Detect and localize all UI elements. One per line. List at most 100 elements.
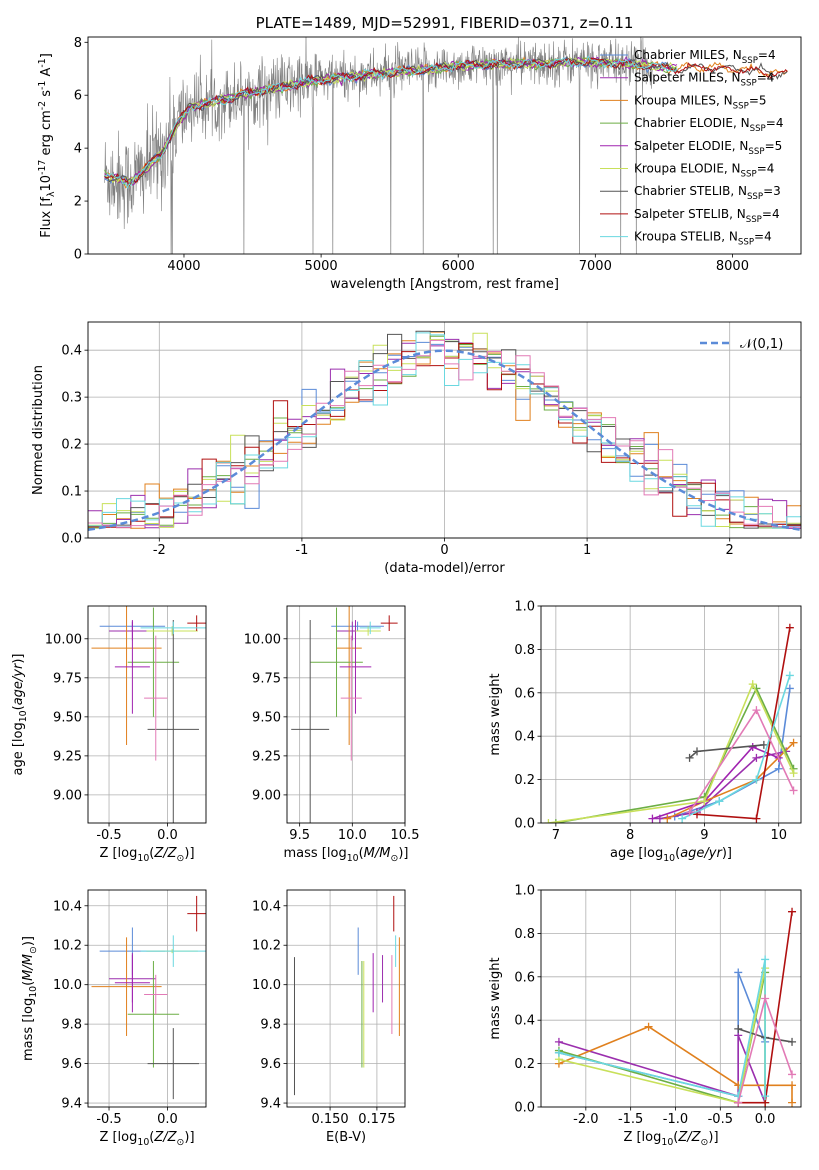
y-tick-label: 10.0 [53, 978, 82, 993]
y-tick-label: 1.0 [514, 884, 535, 899]
series-marker [789, 769, 798, 778]
errorbar-point [380, 615, 398, 631]
plot-area [293, 895, 400, 1096]
line-series-3 [554, 1022, 797, 1107]
y-tick-label: 0 [74, 248, 82, 263]
series-marker [788, 1081, 797, 1090]
series-marker [734, 1024, 743, 1033]
series-marker [678, 814, 687, 823]
plot-area [291, 606, 398, 823]
x-tick-label: 8000 [716, 259, 749, 274]
x-tick-label: -0.5 [96, 828, 121, 843]
series-marker [644, 1022, 653, 1031]
series-marker [715, 797, 724, 806]
y-axis-label: mass [log10​(M/M⊙​)] [21, 936, 39, 1061]
line-series-9 [678, 671, 794, 823]
x-tick-label: 10 [770, 828, 787, 843]
axes-frame [87, 36, 802, 255]
chart-age-vs-mass: 9.5 10.0 10.5 9.00 9.25 9.50 9.75 10.00 mass [lo… [244, 605, 420, 864]
series-marker [752, 775, 761, 784]
x-axis-label: Z [log10​(Z/Z⊙​)] [99, 846, 194, 864]
y-tick-label: 0.6 [514, 970, 535, 985]
y-tick-label: 9.25 [53, 749, 82, 764]
series-marker [748, 680, 757, 689]
errorbar-point [144, 974, 168, 1015]
errorbar-point [127, 607, 180, 717]
y-tick-label: 9.6 [61, 1057, 82, 1072]
series-marker [734, 1098, 743, 1107]
axes-frame [540, 605, 802, 824]
errorbar-point [340, 635, 362, 761]
y-tick-label: 0.0 [61, 532, 82, 547]
y-tick-label: 0.8 [514, 643, 535, 658]
x-tick-label: 0.0 [755, 1112, 776, 1127]
x-tick-label: 4000 [167, 259, 200, 274]
y-tick-label: 0.1 [61, 485, 82, 500]
y-tick-label: 0.2 [61, 438, 82, 453]
series-marker [693, 747, 701, 756]
axes-frame [286, 605, 406, 824]
series-line [666, 742, 795, 820]
x-tick-label: 9.5 [289, 828, 310, 843]
y-tick-label: 0.2 [514, 1057, 535, 1072]
errorbar-point [91, 937, 162, 1036]
axes-frame [540, 889, 802, 1108]
legend-label: Kroupa STELIB, NSSP​=4 [634, 230, 772, 248]
y-tick-label: 2 [74, 195, 82, 210]
x-axis-label: Z [log10​(Z/Z⊙​)] [99, 1130, 194, 1148]
y-tick-label: 1.0 [514, 600, 535, 615]
legend-label: Salpeter MILES, NSSP​=4 [634, 71, 774, 89]
y-tick-label: 9.75 [53, 671, 82, 686]
series-marker [788, 1037, 797, 1046]
series-line [558, 959, 766, 1098]
line-series-7 [685, 740, 768, 762]
y-tick-label: 10.4 [252, 899, 281, 914]
plot-area [104, 37, 788, 254]
y-tick-label: 10.2 [53, 939, 82, 954]
x-tick-label: 1 [583, 543, 591, 558]
series-marker [761, 994, 770, 1003]
y-tick-label: 0.4 [514, 1014, 535, 1029]
legend-label: 𝒩(0,1) [740, 337, 783, 352]
x-tick-label: 10.5 [391, 828, 420, 843]
errorbar-point [114, 620, 150, 714]
y-tick-label: 10.00 [244, 632, 281, 647]
series-marker [752, 706, 761, 715]
series-marker [752, 753, 761, 762]
series-marker [700, 797, 709, 806]
errorbar-point [331, 621, 384, 631]
legend: Chabrier MILES, NSSP​=4 Salpeter MILES, N… [600, 48, 783, 248]
plot-area [91, 606, 206, 823]
line-series-9 [734, 994, 797, 1107]
chart-spectrum: 4000 5000 6000 7000 8000 0 2 4 6 8 wavelength [Ang… [37, 36, 802, 292]
y-tick-label: 10.2 [252, 939, 281, 954]
series-marker [554, 1037, 563, 1046]
y-tick-label: 0.4 [61, 344, 82, 359]
series-marker [734, 968, 743, 977]
errorbar-point [359, 621, 381, 635]
y-tick-label: 0.0 [514, 1101, 535, 1116]
series-marker [785, 684, 794, 693]
series-marker [761, 1092, 770, 1101]
model-spectrum-9 [104, 55, 678, 190]
errorbar-point [310, 607, 363, 717]
plot-area [544, 623, 798, 823]
series-line [696, 627, 791, 820]
y-tick-label: 9.00 [53, 788, 82, 803]
x-tick-label: -0.5 [96, 1112, 121, 1127]
errorbar-point [140, 935, 206, 967]
line-series-8 [554, 955, 770, 1101]
series-line [674, 688, 791, 818]
line-series-8 [693, 623, 794, 823]
errorbar-point [91, 606, 162, 745]
y-tick-label: 9.8 [260, 1018, 281, 1033]
y-axis-label: mass weight [488, 957, 503, 1039]
y-tick-label: 9.50 [53, 710, 82, 725]
legend-label: Chabrier STELIB, NSSP​=3 [634, 184, 781, 202]
chart-title: PLATE=1489, MJD=52991, FIBERID=0371, z=0… [256, 14, 634, 32]
plot-area [91, 895, 206, 1100]
errorbar-point [187, 615, 206, 631]
series-line [558, 1035, 766, 1103]
x-axis-label: age [log10​(age/yr)] [610, 846, 732, 864]
